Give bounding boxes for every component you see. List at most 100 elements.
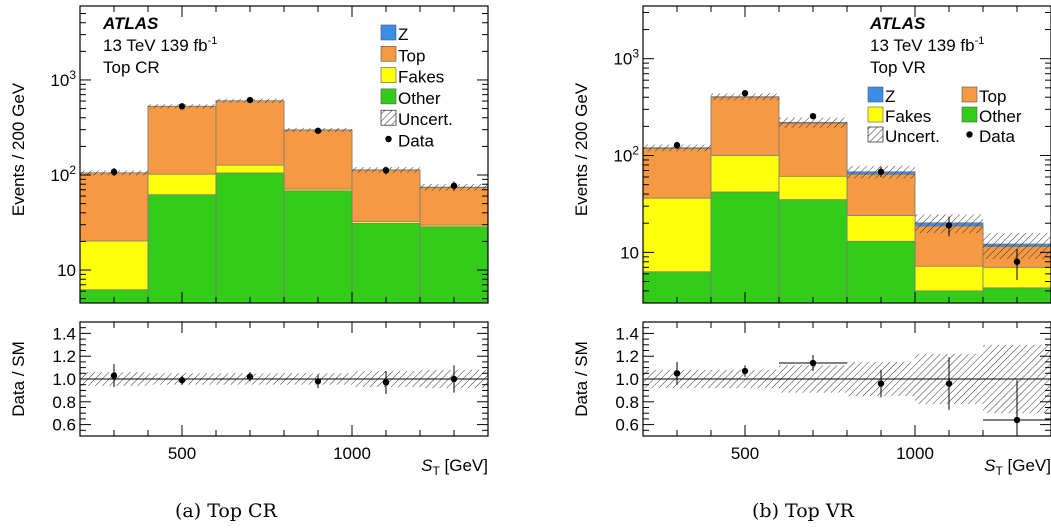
ratio-y-tick-label: 0.6 [52,416,76,435]
legend-swatch-other [961,106,978,123]
data-point [945,222,953,229]
ratio-point [314,378,322,385]
ratio-y-tick-label: 1.4 [615,324,639,343]
legend-label-top: Top [398,46,425,65]
bar-other-bin2 [710,191,780,303]
legend-swatch-fakes [867,106,884,123]
atlas-label: ATLAS [869,14,926,33]
data-point [809,112,817,120]
ratio-point [877,380,885,387]
caption-b: (b) Top VR [752,500,854,522]
y-tick-label: 10 [57,261,76,280]
legend-label-z: Z [885,87,895,106]
y-tick-label: 103 [50,68,76,90]
data-point [1013,258,1021,265]
y-tick-label: 103 [613,47,639,69]
ratio-point [673,370,681,377]
data-point [314,127,322,134]
x-axis-label: ST [GeV] [421,456,488,478]
ratio-y-tick-label: 0.8 [52,393,76,412]
legend-swatch-fakes [380,67,397,83]
legend-label-other: Other [979,107,1022,126]
ratio-point [246,373,254,380]
data-point [246,96,254,104]
bar-other-bin6 [419,226,488,303]
data-point [741,90,749,97]
legend-marker-data [385,135,392,143]
ratio-point [1013,416,1021,424]
x-tick-label: 500 [168,444,196,463]
legend-swatch-uncert [380,109,397,126]
bar-other-bin3 [215,172,285,303]
ratio-y-tick-label: 1.2 [615,347,639,366]
ratio-y-axis-label: Data / SM [9,341,28,417]
data-point [673,141,681,149]
uncert-band-bin2 [711,93,779,101]
legend-swatch-top [380,45,397,62]
x-axis-label: ST [GeV] [984,456,1051,478]
bar-other-bin5 [351,222,421,303]
data-point [178,103,186,110]
ratio-point [741,367,749,375]
ratio-y-tick-label: 1.0 [615,370,639,389]
region-label: Top VR [870,58,926,77]
bar-other-bin4 [846,240,916,303]
ratio-point [945,380,953,387]
chart-panel-top-vr: 10 102 103 Events / 200 GeV ATLAS 13 TeV 139 … [572,5,1051,478]
uncert-band-bin3 [779,117,847,128]
bar-other-bin2 [147,194,217,303]
bar-other-bin4 [283,190,353,303]
ratio-plot-area [80,364,488,394]
legend-swatch-z [867,86,884,103]
ratio-y-tick-label: 1.2 [52,347,76,366]
ratio-plot-area [643,344,1051,436]
legend-label-fakes: Fakes [398,68,444,87]
ratio-point [110,372,118,379]
ratio-y-tick-label: 1.0 [52,370,76,389]
region-label: Top CR [103,58,160,77]
ratio-y-tick-label: 0.8 [615,393,639,412]
y-tick-label: 102 [613,144,639,166]
caption-a: (a) Top CR [175,500,277,522]
chart-panel-top-cr: 10 102 103 Events / 200 GeV ATLAS 13 TeV 139 … [9,5,489,478]
legend-label-fakes: Fakes [885,107,931,126]
ratio-point [450,375,458,383]
legend-swatch-other [380,88,397,105]
x-tick-label: 500 [731,444,759,463]
data-point [110,168,118,176]
legend-swatch-top [961,86,978,103]
x-tick-label: 1000 [896,444,934,463]
legend-label-top: Top [979,87,1006,106]
legend-label-other: Other [398,89,441,108]
bar-other-bin6 [982,287,1051,303]
bar-other-bin3 [778,199,848,303]
main-plot-area [80,96,488,303]
y-tick-label: 102 [50,163,76,185]
data-point [450,182,458,189]
legend-swatch-uncert [867,126,884,143]
ratio-point [382,379,390,386]
energy-lumi-label: 13 TeV 139 fb-1 [870,35,984,55]
ratio-point [809,359,817,367]
main-plot-area [643,90,1051,303]
legend-label-uncert: Uncert. [398,110,453,129]
y-axis-label: Events / 200 GeV [572,82,591,216]
ratio-y-axis-label: Data / SM [572,341,591,417]
x-tick-label: 1000 [333,444,371,463]
legend-marker-data [966,131,973,138]
ratio-y-tick-label: 0.6 [615,416,639,435]
ratio-y-tick-label: 1.4 [52,324,76,343]
legend-label-data: Data [979,127,1015,146]
energy-lumi-label: 13 TeV 139 fb-1 [103,35,217,55]
legend-label-uncert: Uncert. [885,127,940,146]
data-point [382,167,390,174]
y-axis-label: Events / 200 GeV [9,82,28,216]
atlas-label: ATLAS [102,14,159,33]
data-point [877,168,885,175]
legend-label-z: Z [398,25,408,44]
legend-swatch-z [380,24,397,41]
ratio-point [178,376,186,384]
legend-label-data: Data [398,132,434,151]
y-tick-label: 10 [620,243,639,262]
